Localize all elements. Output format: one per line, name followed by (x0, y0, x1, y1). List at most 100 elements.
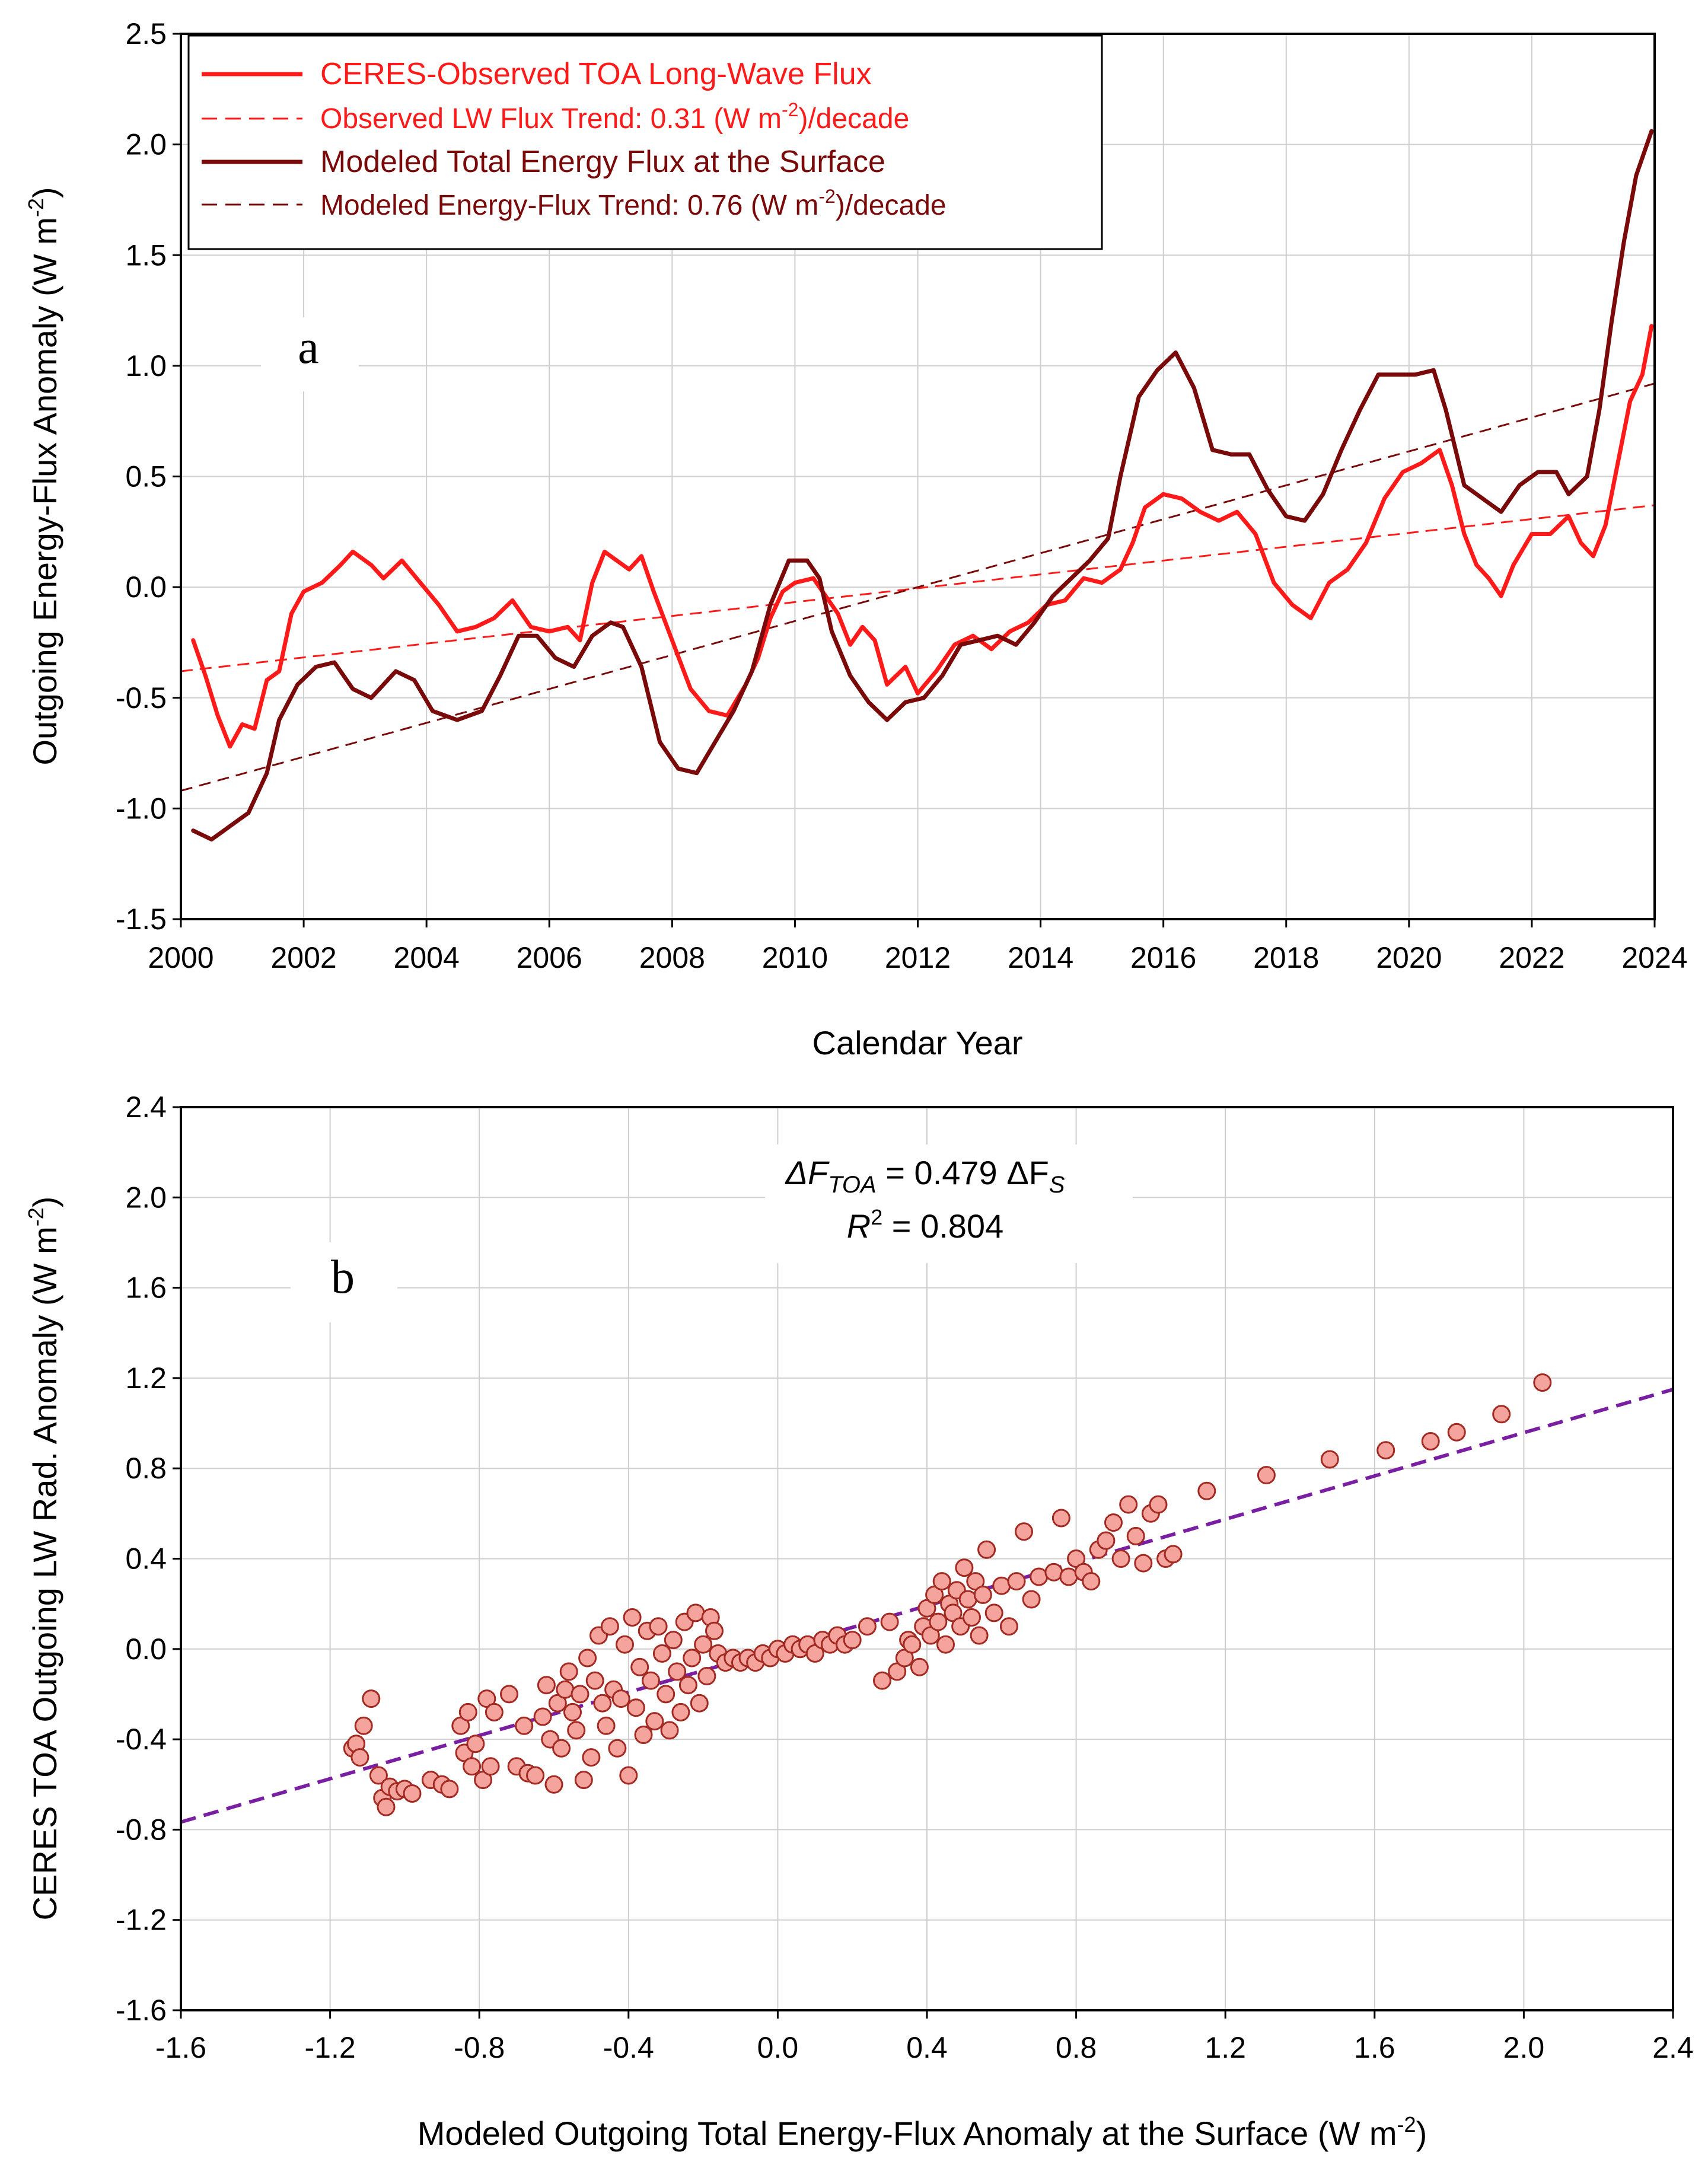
scatter-point (697, 1667, 716, 1685)
scatter-point (958, 1590, 977, 1609)
scatter-point (686, 1603, 705, 1622)
scatter-point (970, 1626, 989, 1645)
legend-observed-trend-tail: )/decade (798, 103, 909, 135)
scatter-point (1421, 1432, 1440, 1450)
scatter-point (694, 1635, 713, 1654)
x-tick-label: -0.8 (454, 2031, 505, 2064)
panel-b-y-axis-label: CERES TOA Outgoing LW Rad. Anomaly (W m-… (24, 1197, 63, 1921)
legend-label-observed-trend: Observed LW Flux Trend: 0.31 (W m-2)/dec… (320, 99, 909, 135)
y-tick-label: -0.8 (116, 1813, 167, 1846)
x-tick-label: 2.4 (1652, 2031, 1694, 2064)
scatter-point (608, 1739, 627, 1758)
scatter-point (1320, 1450, 1339, 1469)
panel-b-x-label-text: Modeled Outgoing Total Energy-Flux Anoma… (418, 2115, 1397, 2152)
legend-observed-trend-text: Observed LW Flux Trend: 0.31 (W m (320, 103, 782, 135)
eq-lhs: ΔF (784, 1154, 830, 1191)
x-tick-label: 0.0 (757, 2031, 799, 2064)
scatter-point (1059, 1567, 1078, 1586)
x-tick-label: 2020 (1376, 941, 1442, 974)
scatter-point (597, 1716, 616, 1735)
scatter-point (537, 1676, 556, 1695)
series-line-ceres-observed-toa-long-wave-flux (191, 324, 1654, 749)
scatter-point (616, 1635, 634, 1654)
panel-b-chart: -1.6 -1.2 -0.8 -0.4 0.0 0.4 0.8 1.2 1.6 2.0 2.4 -1… (24, 1091, 1694, 2152)
scatter-point (634, 1726, 653, 1744)
scatter-point (526, 1766, 545, 1785)
scatter-point (1015, 1522, 1033, 1541)
legend-observed-trend-sup: -2 (782, 99, 798, 120)
y-tick-label: 1.6 (125, 1271, 167, 1305)
scatter-point (932, 1572, 951, 1591)
eq-rhs-sub: S (1049, 1172, 1065, 1198)
panel-a-y-label-end: ) (26, 187, 63, 199)
scatter-point (657, 1685, 675, 1704)
x-tick-label: 2006 (517, 941, 582, 974)
panel-b-x-label-sup: -2 (1397, 2112, 1416, 2137)
panel-a-y-label-sup: -2 (24, 198, 48, 217)
panel-b-y-label-sup: -2 (24, 1207, 48, 1226)
y-tick-label: -1.2 (116, 1904, 167, 1937)
scatter-point (1257, 1466, 1276, 1485)
scatter-point (354, 1716, 373, 1735)
legend-box (187, 34, 1103, 250)
y-tick-label: -1.0 (116, 792, 167, 825)
scatter-point (660, 1721, 679, 1740)
scatter-point (973, 1585, 992, 1604)
y-tick-label: -1.6 (116, 1994, 167, 2027)
scatter-point (458, 1702, 477, 1721)
panel-a-y-axis-label: Outgoing Energy-Flux Anomaly (W m-2) (24, 187, 63, 766)
scatter-point (485, 1702, 504, 1721)
scatter-point (910, 1657, 929, 1676)
scatter-point (1533, 1373, 1552, 1392)
scatter-point (1126, 1526, 1145, 1545)
scatter-point (858, 1617, 877, 1636)
scatter-point (369, 1766, 388, 1785)
scatter-point (1097, 1531, 1116, 1550)
panel-a-legend: CERES-Observed TOA Long-Wave Flux Observ… (187, 34, 1103, 250)
x-tick-label: 2002 (270, 941, 336, 974)
scatter-point (649, 1617, 668, 1636)
scatter-point (463, 1757, 482, 1776)
eq-mid: = 0.479 ΔF (877, 1154, 1049, 1191)
scatter-point (963, 1608, 981, 1627)
scatter-point (678, 1676, 697, 1695)
panel-a-y-label-text: Outgoing Energy-Flux Anomaly (W m (26, 217, 63, 765)
panel-a-label: a (298, 321, 319, 374)
scatter-point (1197, 1481, 1216, 1500)
scatter-point (600, 1617, 619, 1636)
scatter-point (843, 1631, 862, 1650)
scatter-point (440, 1780, 459, 1799)
scatter-point (1051, 1509, 1070, 1528)
x-tick-label: 2004 (394, 941, 460, 974)
scatter-point (630, 1657, 649, 1676)
panel-b-y-label-text: CERES TOA Outgoing LW Rad. Anomaly (W m (26, 1226, 63, 1920)
panel-b-label-bg (291, 1242, 397, 1322)
x-tick-label: -1.2 (305, 2031, 356, 2064)
y-tick-label: 0.4 (125, 1542, 167, 1576)
r2-sup: 2 (871, 1205, 882, 1229)
panel-a-x-axis-label: Calendar Year (812, 1024, 1023, 1061)
panel-a-series-lines (191, 129, 1654, 842)
regression-line (180, 1388, 1674, 1824)
scatter-point (645, 1712, 664, 1731)
y-tick-label: 2.5 (125, 17, 167, 50)
scatter-point (481, 1757, 500, 1776)
x-tick-label: 2016 (1130, 941, 1196, 974)
scatter-point (377, 1797, 396, 1816)
scatter-point (642, 1671, 660, 1690)
panel-b-x-axis-label: Modeled Outgoing Total Energy-Flux Anoma… (418, 2112, 1427, 2152)
legend-modeled-trend-tail: )/decade (836, 190, 947, 221)
scatter-point (533, 1707, 552, 1726)
scatter-point (515, 1716, 534, 1735)
scatter-point (977, 1540, 996, 1559)
scatter-point (992, 1576, 1011, 1595)
scatter-point (880, 1612, 899, 1631)
scatter-point (611, 1689, 630, 1708)
scatter-point (552, 1739, 571, 1758)
scatter-point (1492, 1405, 1511, 1424)
scatter-point (1119, 1495, 1138, 1514)
scatter-point (571, 1685, 589, 1704)
scatter-point (1104, 1513, 1123, 1532)
scatter-point (690, 1694, 709, 1713)
